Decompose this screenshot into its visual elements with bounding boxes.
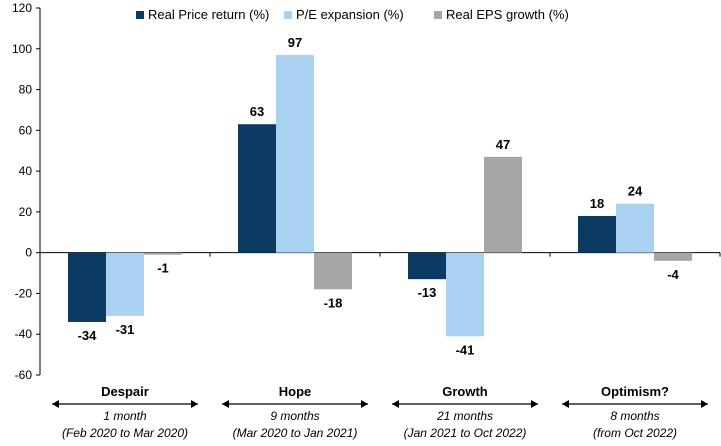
data-label: -18 [324,295,343,310]
bar-Real Price return (%) [68,252,106,322]
bar-Real Price return (%) [238,124,276,253]
arrow-left-icon [52,400,59,408]
y-tick-label: 20 [19,205,33,219]
legend-label: Real EPS growth (%) [446,7,569,22]
arrow-right-icon [701,400,708,408]
y-tick-label: -20 [15,286,33,300]
data-label: 18 [590,196,604,211]
data-label: -1 [157,261,169,276]
bar-P/E expansion (%) [276,54,314,253]
arrow-right-icon [361,400,368,408]
data-label: 97 [288,35,302,50]
y-tick-label: -60 [15,368,33,382]
y-tick-label: 120 [12,1,32,15]
data-label: -31 [116,322,135,337]
y-tick-label: -40 [15,327,33,341]
phase-title: Optimism? [601,384,669,399]
phase-duration: 9 months [270,409,319,423]
y-tick-label: 80 [19,83,33,97]
bar-Real EPS growth (%) [314,252,352,290]
phase-title: Growth [442,384,488,399]
data-label: -4 [667,267,679,282]
y-tick-label: 40 [19,164,33,178]
bar-Real Price return (%) [408,252,446,280]
arrow-left-icon [562,400,569,408]
data-label: -13 [418,285,437,300]
bar-Real EPS growth (%) [144,252,182,255]
arrow-left-icon [222,400,229,408]
y-tick-label: 60 [19,123,33,137]
arrow-right-icon [531,400,538,408]
bar-P/E expansion (%) [106,252,144,316]
data-labels-layer: -34 -31 -1 63 97 -18 -13 -41 47 18 24 -4 [78,35,680,357]
legend-swatch [136,11,144,19]
phase-title: Hope [279,384,312,399]
bar-Real EPS growth (%) [484,156,522,253]
phase-annotations: Despair 1 month (Feb 2020 to Mar 2020) Hope… [52,384,708,440]
phase-duration: 21 months [436,409,493,423]
y-tick-label: 100 [12,42,32,56]
legend-label: P/E expansion (%) [296,7,404,22]
bar-Real EPS growth (%) [654,252,692,261]
data-label: -34 [78,328,98,343]
arrow-right-icon [191,400,198,408]
arrow-left-icon [392,400,399,408]
y-tick-label: 0 [25,246,32,260]
legend: Real Price return (%) P/E expansion (%) Re… [136,7,569,22]
phase-period: (Feb 2020 to Mar 2020) [62,426,188,440]
phase-title: Despair [101,384,149,399]
legend-swatch [434,11,442,19]
legend-label: Real Price return (%) [148,7,269,22]
data-label: 47 [496,137,510,152]
bar-Real Price return (%) [578,215,616,253]
phase-duration: 1 month [103,409,147,423]
phase-duration: 8 months [610,409,659,423]
phase-period: (from Oct 2022) [593,426,677,440]
data-label: -41 [456,342,475,357]
data-label: 63 [250,104,264,119]
bars-layer [68,54,692,337]
legend-swatch [284,11,292,19]
phase-period: (Mar 2020 to Jan 2021) [233,426,358,440]
data-label: 24 [628,184,643,199]
bar-P/E expansion (%) [616,203,654,253]
phase-period: (Jan 2021 to Oct 2022) [404,426,527,440]
bar-P/E expansion (%) [446,252,484,337]
